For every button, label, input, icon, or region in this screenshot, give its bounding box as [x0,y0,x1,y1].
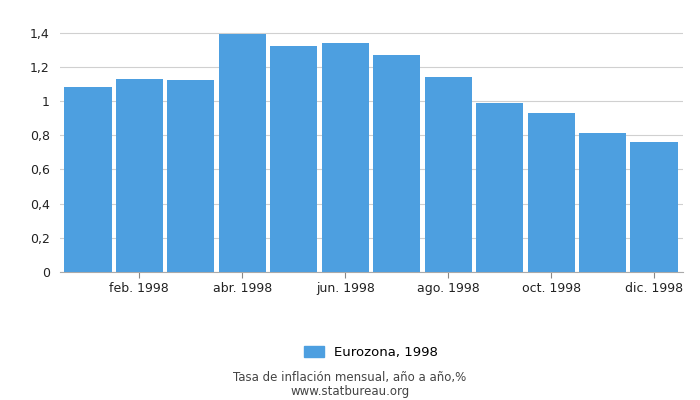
Text: www.statbureau.org: www.statbureau.org [290,385,410,398]
Bar [321,43,369,272]
Bar [218,34,266,272]
Bar [64,87,111,272]
Bar [579,134,626,272]
Bar [270,46,318,272]
Bar [167,80,214,272]
Bar [528,113,575,272]
Bar [476,103,524,272]
Bar [631,142,678,272]
Bar [116,79,163,272]
Bar [373,55,421,272]
Text: Tasa de inflación mensual, año a año,%: Tasa de inflación mensual, año a año,% [233,372,467,384]
Bar [424,77,472,272]
Legend: Eurozona, 1998: Eurozona, 1998 [299,340,443,364]
